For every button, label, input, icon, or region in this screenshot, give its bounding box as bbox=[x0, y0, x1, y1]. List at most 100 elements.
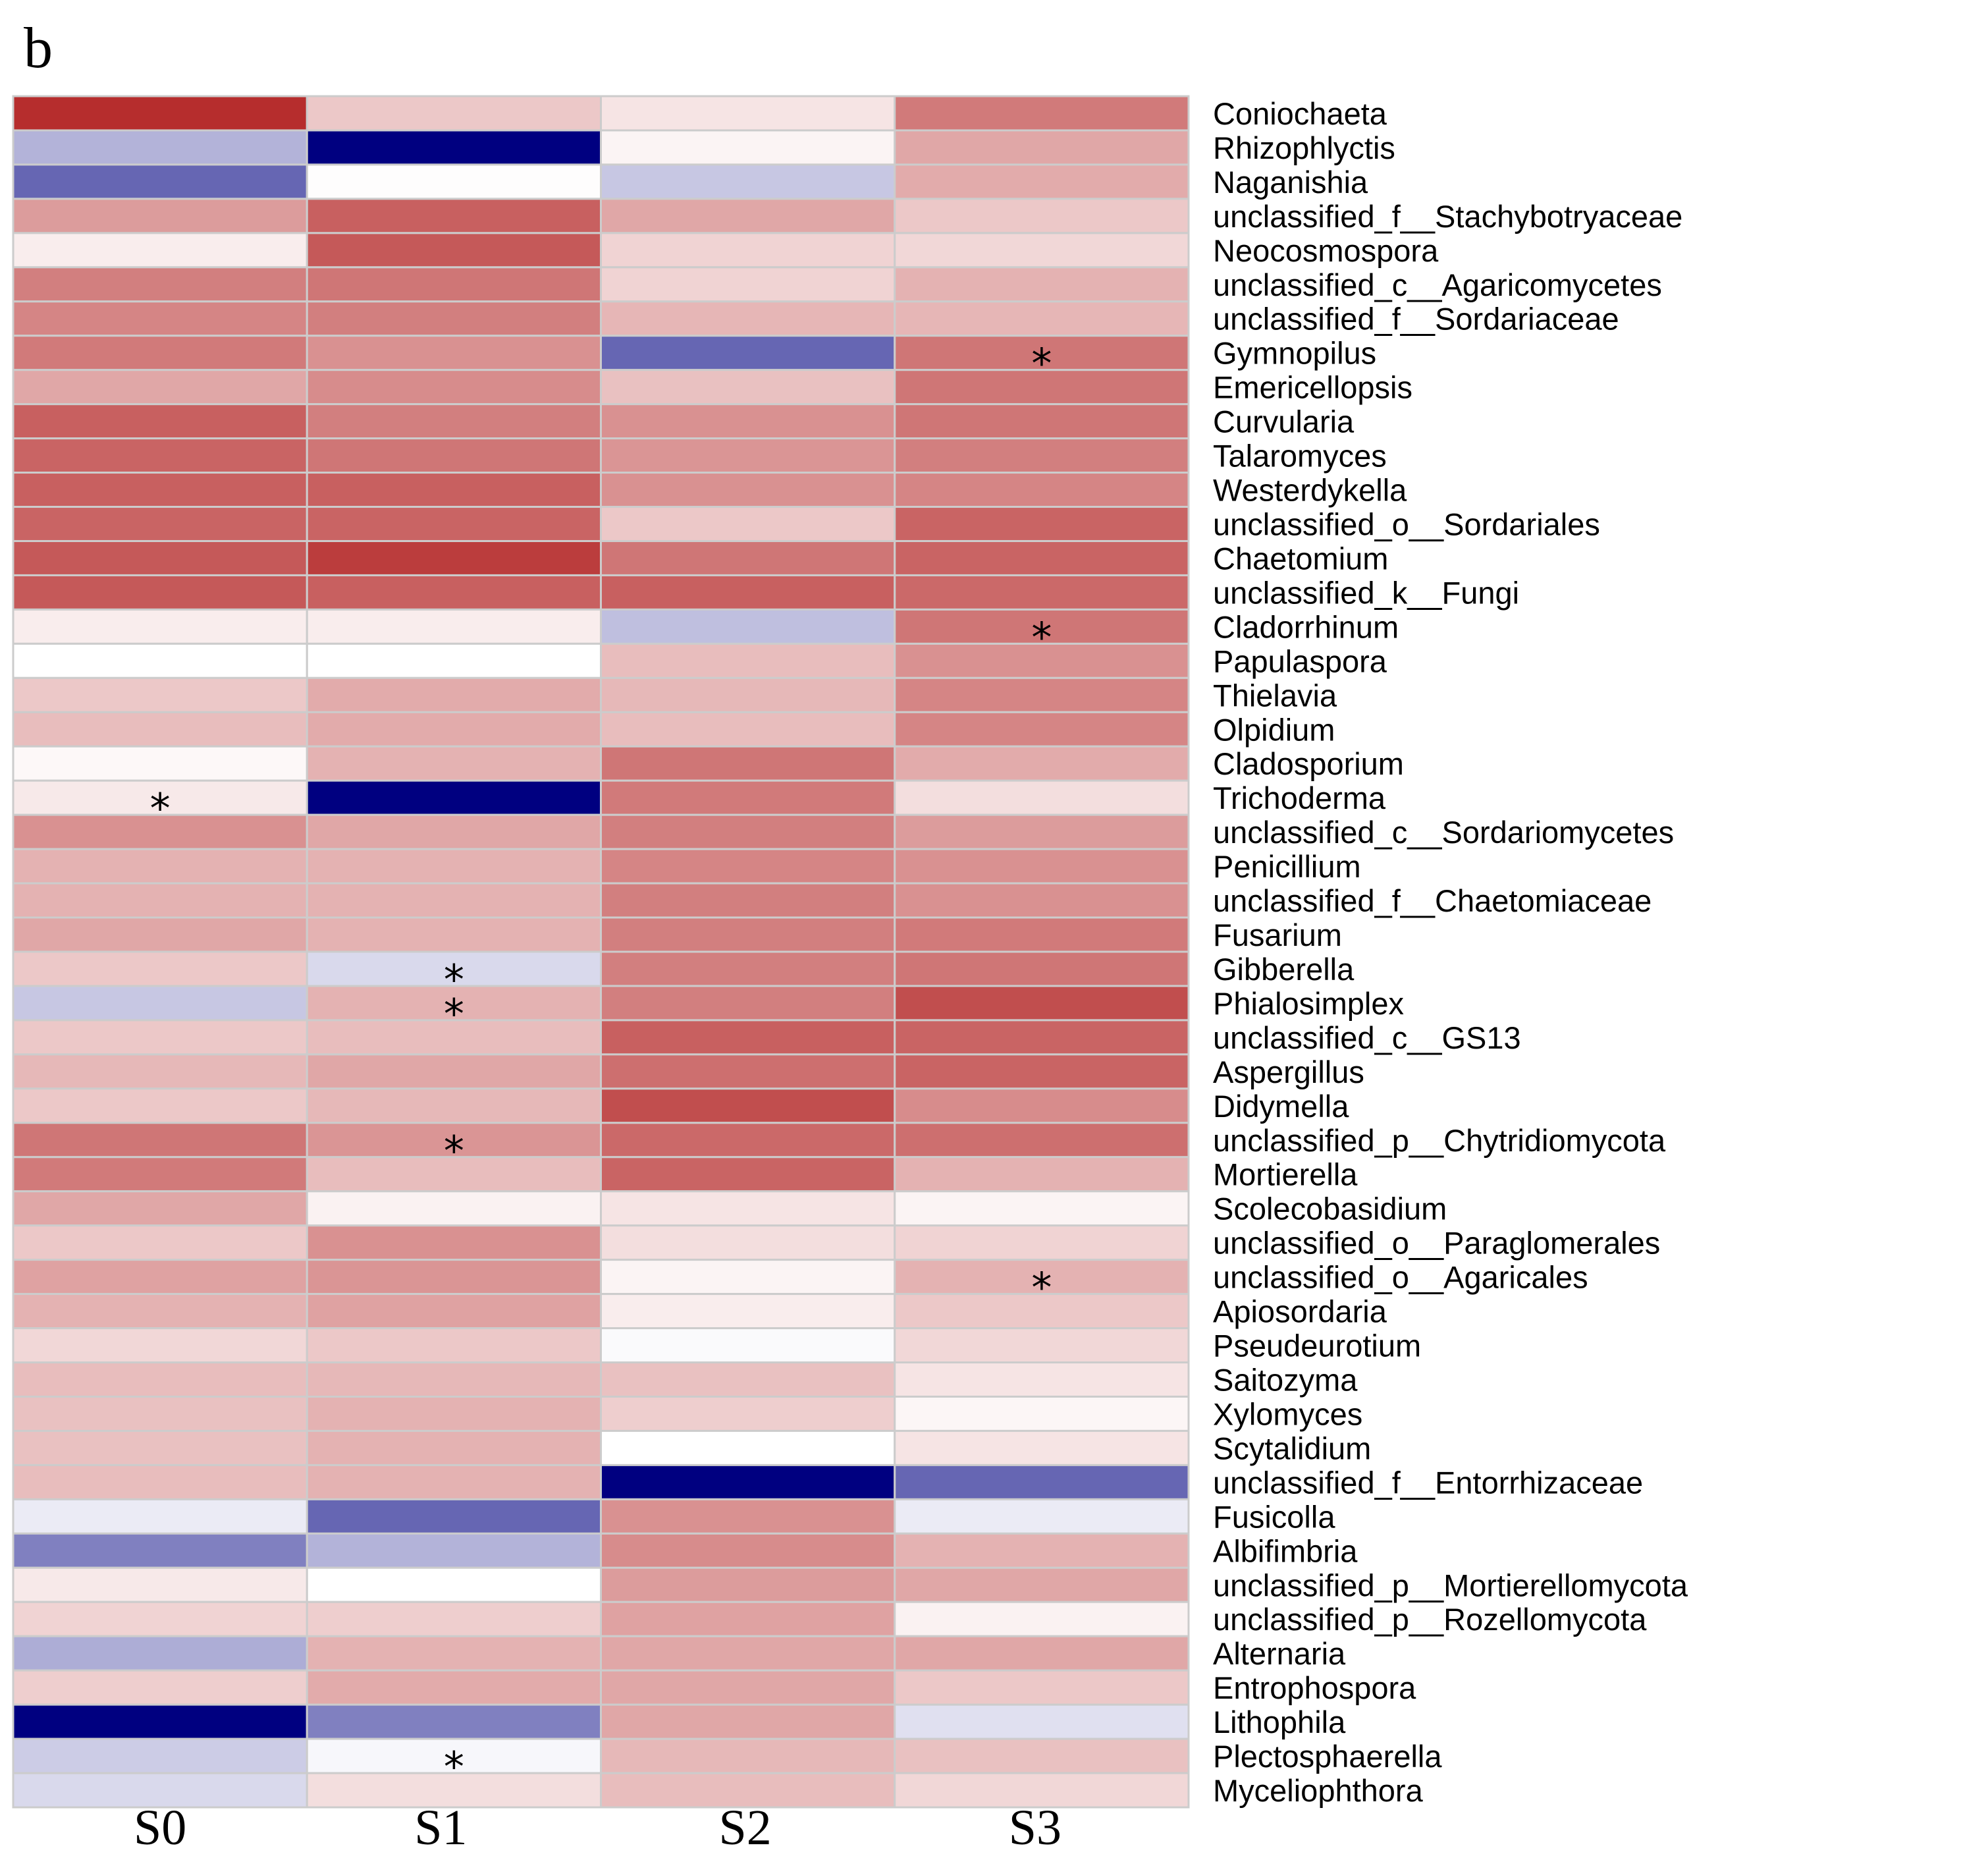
row-label-trichoderma: Trichoderma bbox=[1213, 780, 1386, 815]
row-label-unclassified-f-stachybotryaceae: unclassified_f__Stachybotryaceae bbox=[1213, 199, 1682, 234]
heatmap-cell-fusicolla-s0 bbox=[12, 1498, 308, 1535]
heatmap-cell-unclassified-o-paraglomerales-s0 bbox=[12, 1224, 308, 1261]
heatmap-cell-rhizophlyctis-s0 bbox=[12, 129, 308, 166]
heatmap-cell-unclassified-f-entorrhizaceae-s1 bbox=[306, 1464, 602, 1500]
column-label-s2: S2 bbox=[718, 1800, 771, 1855]
heatmap-cell-unclassified-f-stachybotryaceae-s3 bbox=[894, 198, 1190, 234]
row-label-unclassified-k-fungi: unclassified_k__Fungi bbox=[1213, 575, 1519, 610]
row-label-mortierella: Mortierella bbox=[1213, 1157, 1358, 1192]
heatmap-cell-didymella-s1 bbox=[306, 1087, 602, 1124]
heatmap-cell-scytalidium-s1 bbox=[306, 1429, 602, 1466]
heatmap-cell-unclassified-p-chytridiomycota-s2 bbox=[600, 1122, 896, 1159]
row-label-myceliophthora: Myceliophthora bbox=[1213, 1773, 1424, 1808]
heatmap-cell-fusarium-s0 bbox=[12, 916, 308, 953]
heatmap-cell-unclassified-p-rozellomycota-s1 bbox=[306, 1601, 602, 1637]
heatmap-cell-cladorrhinum-s1 bbox=[306, 608, 602, 645]
heatmap-cell-unclassified-f-entorrhizaceae-s0 bbox=[12, 1464, 308, 1500]
heatmap-cell-scytalidium-s2 bbox=[600, 1429, 896, 1466]
heatmap-cell-neocosmospora-s3 bbox=[894, 232, 1190, 269]
heatmap-cell-entrophospora-s3 bbox=[894, 1669, 1190, 1706]
heatmap-cell-gibberella-s3 bbox=[894, 950, 1190, 987]
heatmap-cell-unclassified-k-fungi-s1 bbox=[306, 574, 602, 611]
row-label-entrophospora: Entrophospora bbox=[1213, 1670, 1416, 1705]
row-label-unclassified-o-paraglomerales: unclassified_o__Paraglomerales bbox=[1213, 1226, 1660, 1261]
heatmap-cell-thielavia-s0 bbox=[12, 676, 308, 713]
heatmap-cell-coniochaeta-s2 bbox=[600, 95, 896, 132]
heatmap-cell-phialosimplex-s3 bbox=[894, 985, 1190, 1022]
row-label-unclassified-o-agaricales: unclassified_o__Agaricales bbox=[1213, 1260, 1588, 1295]
heatmap-cell-penicillium-s3 bbox=[894, 848, 1190, 885]
heatmap-cell-unclassified-p-mortierellomycota-s1 bbox=[306, 1566, 602, 1603]
row-label-naganishia: Naganishia bbox=[1213, 165, 1368, 200]
heatmap-cell-didymella-s3 bbox=[894, 1087, 1190, 1124]
heatmap-cell-emericellopsis-s2 bbox=[600, 369, 896, 406]
heatmap-cell-xylomyces-s2 bbox=[600, 1395, 896, 1432]
heatmap-cell-scytalidium-s0 bbox=[12, 1429, 308, 1466]
heatmap-cell-talaromyces-s1 bbox=[306, 437, 602, 474]
heatmap-cell-aspergillus-s2 bbox=[600, 1053, 896, 1090]
heatmap-cell-rhizophlyctis-s1 bbox=[306, 129, 602, 166]
heatmap-cell-albifimbria-s3 bbox=[894, 1532, 1190, 1569]
heatmap-cell-penicillium-s1 bbox=[306, 848, 602, 885]
row-label-curvularia: Curvularia bbox=[1213, 404, 1355, 439]
heatmap-cell-neocosmospora-s2 bbox=[600, 232, 896, 269]
heatmap-cell-xylomyces-s1 bbox=[306, 1395, 602, 1432]
heatmap-cell-unclassified-p-mortierellomycota-s0 bbox=[12, 1566, 308, 1603]
heatmap-cell-westerdykella-s3 bbox=[894, 472, 1190, 508]
heatmap-cell-thielavia-s3 bbox=[894, 676, 1190, 713]
heatmap-cell-unclassified-o-paraglomerales-s3 bbox=[894, 1224, 1190, 1261]
heatmap-cell-chaetomium-s3 bbox=[894, 539, 1190, 576]
row-label-cladosporium: Cladosporium bbox=[1213, 746, 1404, 781]
heatmap-cell-unclassified-f-stachybotryaceae-s1 bbox=[306, 198, 602, 234]
row-label-westerdykella: Westerdykella bbox=[1213, 473, 1407, 508]
heatmap-cell-neocosmospora-s1 bbox=[306, 232, 602, 269]
heatmap-cell-unclassified-o-agaricales-s0 bbox=[12, 1259, 308, 1296]
heatmap-cell-chaetomium-s0 bbox=[12, 539, 308, 576]
heatmap-cell-westerdykella-s1 bbox=[306, 472, 602, 508]
heatmap-cell-plectosphaerella-s0 bbox=[12, 1738, 308, 1774]
heatmap-cell-unclassified-o-sordariales-s3 bbox=[894, 506, 1190, 542]
heatmap-cell-didymella-s0 bbox=[12, 1087, 308, 1124]
heatmap-cell-saitozyma-s3 bbox=[894, 1361, 1190, 1398]
heatmap-cell-plectosphaerella-s1 bbox=[306, 1738, 602, 1774]
row-label-unclassified-c-gs13: unclassified_c__GS13 bbox=[1213, 1020, 1521, 1055]
heatmap-cell-fusarium-s1 bbox=[306, 916, 602, 953]
heatmap-cell-cladosporium-s3 bbox=[894, 745, 1190, 782]
heatmap-cell-unclassified-c-agaricomycetes-s2 bbox=[600, 266, 896, 303]
heatmap-cell-scolecobasidium-s0 bbox=[12, 1190, 308, 1227]
column-labels: S0 S1 S2 S3 bbox=[134, 1800, 1061, 1855]
heatmap-cell-westerdykella-s2 bbox=[600, 472, 896, 508]
heatmap-cell-fusicolla-s3 bbox=[894, 1498, 1190, 1535]
row-label-unclassified-f-entorrhizaceae: unclassified_f__Entorrhizaceae bbox=[1213, 1465, 1643, 1500]
heatmap-cell-mortierella-s2 bbox=[600, 1156, 896, 1193]
heatmap-cell-unclassified-f-entorrhizaceae-s2 bbox=[600, 1464, 896, 1500]
row-label-olpidium: Olpidium bbox=[1213, 712, 1335, 747]
heatmap-cell-gymnopilus-s1 bbox=[306, 335, 602, 371]
heatmap-cell-unclassified-p-chytridiomycota-s0 bbox=[12, 1122, 308, 1159]
column-label-s1: S1 bbox=[414, 1800, 467, 1855]
heatmap-cell-unclassified-c-agaricomycetes-s1 bbox=[306, 266, 602, 303]
heatmap-cells bbox=[12, 95, 1190, 1809]
heatmap-cell-fusarium-s3 bbox=[894, 916, 1190, 953]
heatmap-cell-lithophila-s3 bbox=[894, 1703, 1190, 1740]
heatmap-cell-rhizophlyctis-s2 bbox=[600, 129, 896, 166]
heatmap-cell-alternaria-s1 bbox=[306, 1635, 602, 1672]
heatmap-cell-unclassified-o-sordariales-s1 bbox=[306, 506, 602, 542]
heatmap-cell-unclassified-o-agaricales-s3 bbox=[894, 1259, 1190, 1296]
heatmap-cell-naganishia-s3 bbox=[894, 163, 1190, 200]
heatmap-cell-coniochaeta-s3 bbox=[894, 95, 1190, 132]
heatmap-cell-unclassified-c-gs13-s2 bbox=[600, 1019, 896, 1056]
column-label-s3: S3 bbox=[1009, 1800, 1061, 1855]
row-label-neocosmospora: Neocosmospora bbox=[1213, 233, 1439, 268]
row-label-phialosimplex: Phialosimplex bbox=[1213, 986, 1404, 1021]
heatmap-cell-pseudeurotium-s0 bbox=[12, 1327, 308, 1364]
heatmap-cell-olpidium-s1 bbox=[306, 711, 602, 748]
heatmap-cell-scolecobasidium-s2 bbox=[600, 1190, 896, 1227]
row-label-lithophila: Lithophila bbox=[1213, 1705, 1346, 1739]
heatmap-cell-cladorrhinum-s0 bbox=[12, 608, 308, 645]
heatmap-cell-entrophospora-s0 bbox=[12, 1669, 308, 1706]
heatmap-cell-albifimbria-s0 bbox=[12, 1532, 308, 1569]
heatmap-cell-pseudeurotium-s3 bbox=[894, 1327, 1190, 1364]
heatmap-cell-penicillium-s2 bbox=[600, 848, 896, 885]
